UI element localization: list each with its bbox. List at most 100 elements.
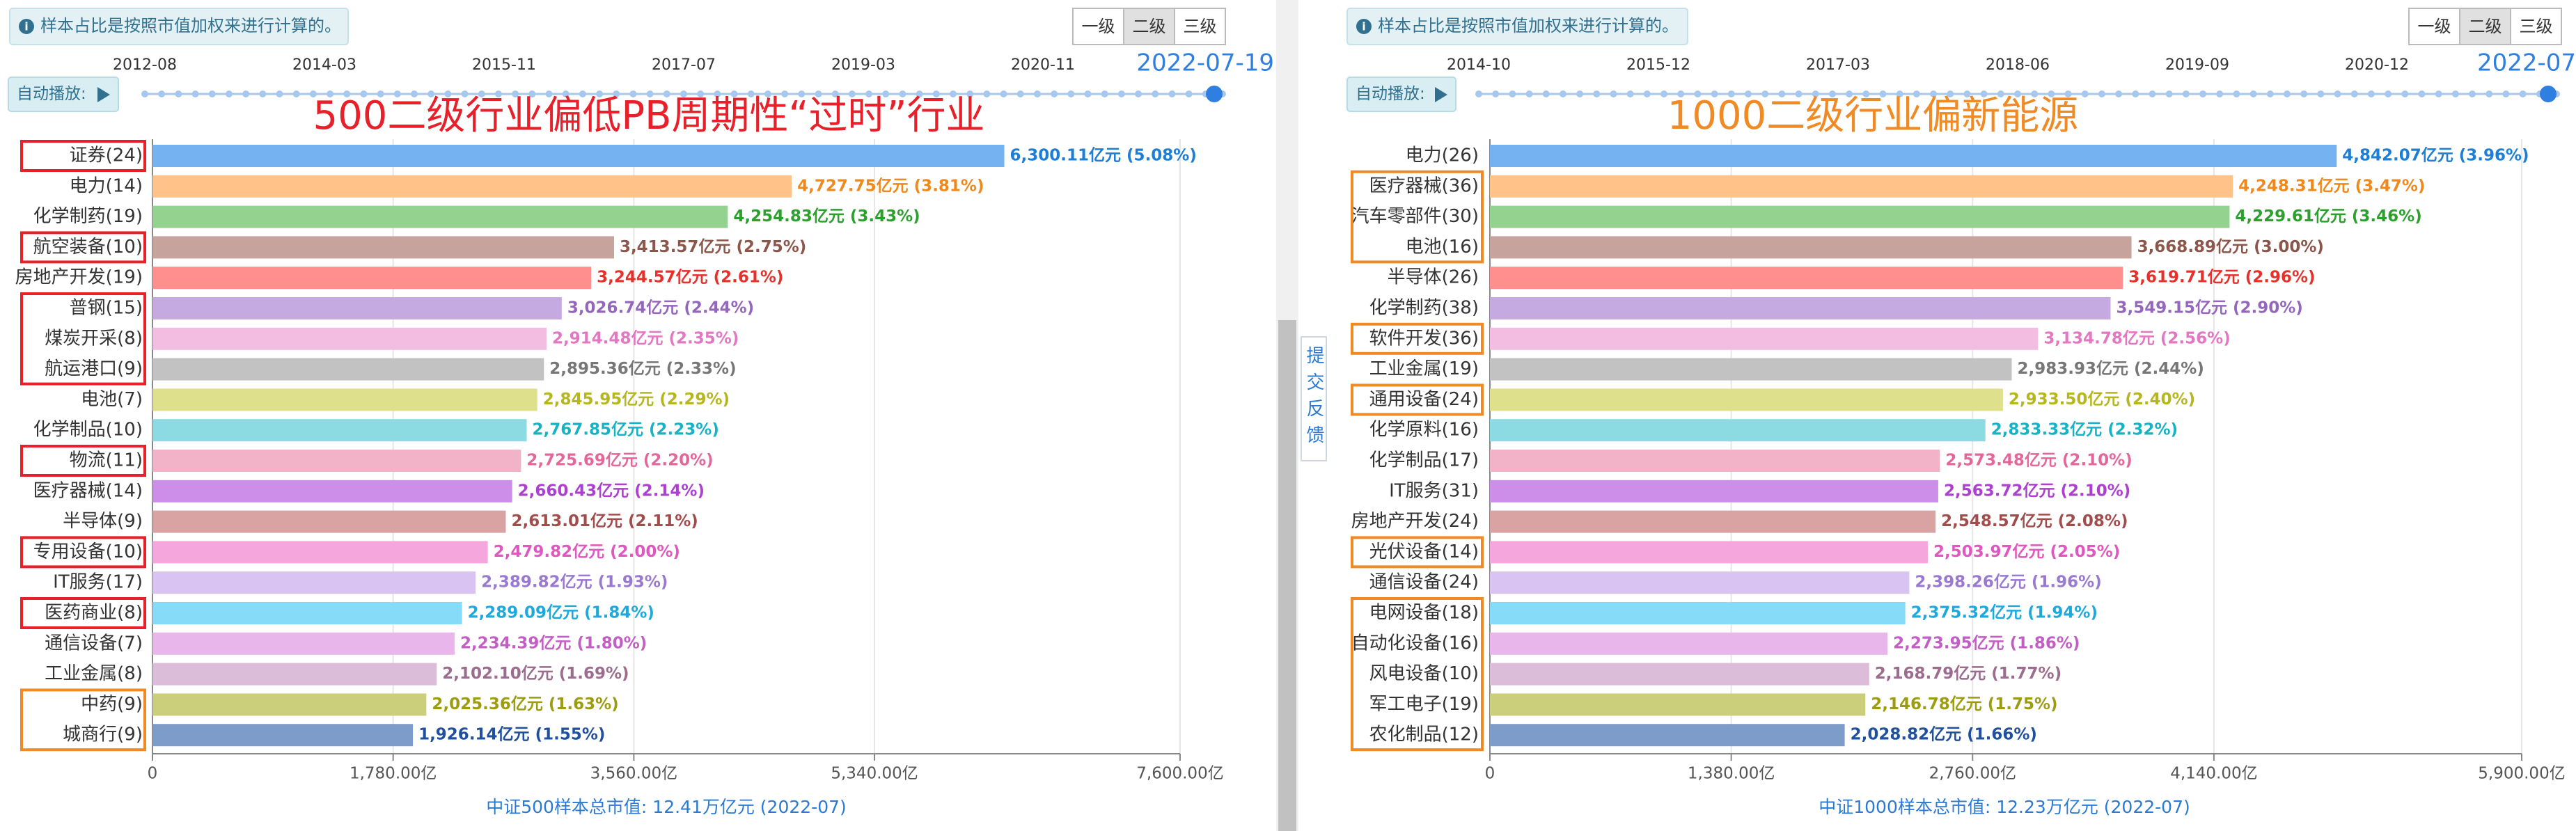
- bar[interactable]: [1490, 602, 1906, 624]
- timeline-dot[interactable]: [2031, 90, 2039, 97]
- timeline-dot[interactable]: [865, 90, 873, 97]
- bar[interactable]: [152, 602, 462, 624]
- bar[interactable]: [1490, 236, 2132, 259]
- timeline-dot[interactable]: [2098, 90, 2105, 97]
- timeline-dot[interactable]: [1846, 90, 1853, 97]
- timeline-dot[interactable]: [1135, 90, 1142, 97]
- timeline-dot[interactable]: [2435, 90, 2442, 97]
- autoplay-button[interactable]: [1346, 77, 1456, 112]
- timeline-handle[interactable]: [2540, 86, 2557, 102]
- timeline-dot[interactable]: [1862, 90, 1870, 97]
- timeline-dot[interactable]: [309, 90, 317, 97]
- timeline-dot[interactable]: [1000, 90, 1007, 97]
- bar[interactable]: [1490, 267, 2123, 290]
- timeline-dot[interactable]: [2233, 90, 2240, 97]
- bar[interactable]: [152, 267, 592, 290]
- feedback-button[interactable]: [1301, 336, 1327, 461]
- timeline-dot[interactable]: [1033, 90, 1041, 97]
- timeline-dot[interactable]: [259, 90, 267, 97]
- bar[interactable]: [1490, 205, 2230, 228]
- timeline-dot[interactable]: [242, 90, 250, 97]
- timeline-dot[interactable]: [2401, 90, 2409, 97]
- timeline-dot[interactable]: [1185, 90, 1193, 97]
- bar[interactable]: [152, 450, 521, 472]
- timeline-dot[interactable]: [2149, 90, 2156, 97]
- timeline-dot[interactable]: [848, 90, 856, 97]
- timeline-dot[interactable]: [764, 90, 771, 97]
- timeline-dot[interactable]: [1828, 90, 1836, 97]
- bar[interactable]: [152, 571, 476, 594]
- timeline-dot[interactable]: [2317, 90, 2325, 97]
- timeline-dot[interactable]: [1067, 90, 1075, 97]
- timeline-dot[interactable]: [411, 90, 418, 97]
- timeline-dot[interactable]: [680, 90, 687, 97]
- timeline-dot[interactable]: [1677, 90, 1685, 97]
- autoplay-button[interactable]: [8, 77, 119, 112]
- timeline-dot[interactable]: [276, 90, 283, 97]
- timeline-dot[interactable]: [343, 90, 351, 97]
- timeline-dot[interactable]: [2418, 90, 2426, 97]
- bar[interactable]: [152, 327, 547, 350]
- bar[interactable]: [152, 205, 728, 228]
- timeline-dot[interactable]: [730, 90, 738, 97]
- bar[interactable]: [152, 541, 488, 564]
- timeline-dot[interactable]: [2502, 90, 2510, 97]
- timeline-dot[interactable]: [393, 90, 401, 97]
- timeline-dot[interactable]: [966, 90, 974, 97]
- timeline-dot[interactable]: [1610, 90, 1617, 97]
- timeline-dot[interactable]: [2519, 90, 2527, 97]
- timeline-dot[interactable]: [377, 90, 384, 97]
- timeline-dot[interactable]: [2216, 90, 2224, 97]
- timeline-dot[interactable]: [1727, 90, 1735, 97]
- bar[interactable]: [1490, 663, 1869, 686]
- timeline-dot[interactable]: [596, 90, 604, 97]
- timeline-dot[interactable]: [1963, 90, 1971, 97]
- bar[interactable]: [152, 236, 614, 259]
- timeline-dot[interactable]: [494, 90, 502, 97]
- timeline-dot[interactable]: [579, 90, 586, 97]
- bar[interactable]: [1490, 388, 2003, 411]
- bar[interactable]: [152, 388, 537, 411]
- timeline-dot[interactable]: [478, 90, 485, 97]
- bar[interactable]: [152, 419, 527, 442]
- timeline-dot[interactable]: [1559, 90, 1566, 97]
- bar[interactable]: [152, 663, 437, 686]
- timeline-dot[interactable]: [2350, 90, 2358, 97]
- timeline-dot[interactable]: [545, 90, 553, 97]
- bar[interactable]: [152, 175, 792, 198]
- timeline-dot[interactable]: [1879, 90, 1887, 97]
- timeline-handle[interactable]: [1206, 86, 1223, 102]
- timeline-dot[interactable]: [1812, 90, 1819, 97]
- timeline-dot[interactable]: [831, 90, 839, 97]
- timeline-dot[interactable]: [798, 90, 806, 97]
- timeline-dot[interactable]: [2469, 90, 2476, 97]
- timeline-dot[interactable]: [1117, 90, 1125, 97]
- timeline-dot[interactable]: [2300, 90, 2308, 97]
- bar[interactable]: [152, 693, 427, 716]
- timeline-dot[interactable]: [562, 90, 570, 97]
- timeline-dot[interactable]: [191, 90, 199, 97]
- bar[interactable]: [1490, 450, 1940, 472]
- timeline-dot[interactable]: [2064, 90, 2072, 97]
- timeline-dot[interactable]: [292, 90, 300, 97]
- bar[interactable]: [1490, 693, 1866, 716]
- timeline-dot[interactable]: [1168, 90, 1176, 97]
- bar[interactable]: [1490, 632, 1888, 655]
- bar[interactable]: [1490, 358, 2012, 381]
- scrollbar-thumb[interactable]: [1278, 320, 1296, 831]
- bar[interactable]: [1490, 510, 1936, 533]
- timeline-dot[interactable]: [2451, 90, 2459, 97]
- timeline-dot[interactable]: [916, 90, 923, 97]
- level-button[interactable]: [2510, 8, 2562, 45]
- timeline-dot[interactable]: [1997, 90, 2004, 97]
- bar[interactable]: [152, 724, 414, 747]
- timeline-dot[interactable]: [663, 90, 670, 97]
- timeline-dot[interactable]: [2132, 90, 2139, 97]
- timeline-dot[interactable]: [714, 90, 721, 97]
- bar[interactable]: [152, 480, 512, 502]
- timeline-dot[interactable]: [1051, 90, 1058, 97]
- timeline-dot[interactable]: [158, 90, 166, 97]
- timeline-dot[interactable]: [2014, 90, 2021, 97]
- timeline-dot[interactable]: [1626, 90, 1634, 97]
- timeline-dot[interactable]: [983, 90, 991, 97]
